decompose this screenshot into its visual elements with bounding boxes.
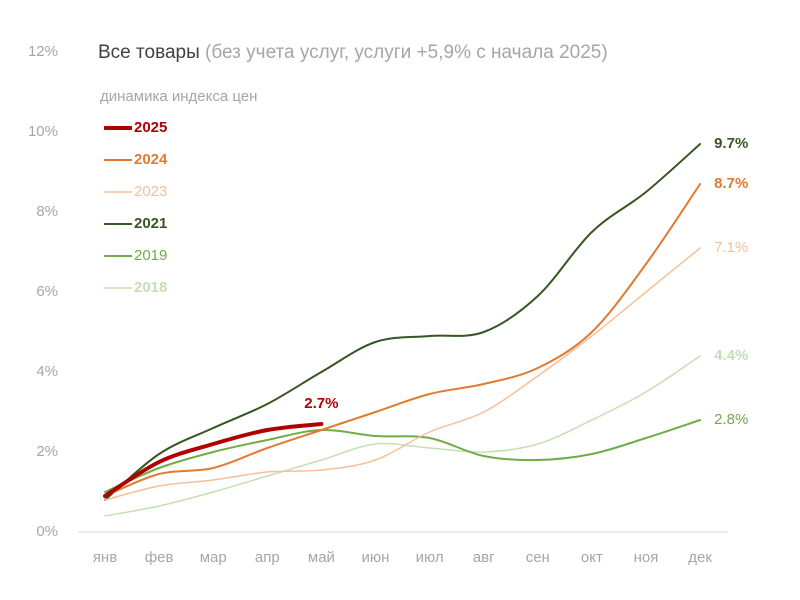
y-tick-label: 2% — [36, 443, 58, 460]
x-tick-label: фев — [145, 549, 174, 566]
series-line — [104, 143, 702, 501]
x-tick-label: июн — [362, 549, 390, 566]
data-label: 4.4% — [714, 347, 748, 364]
x-tick-label: апр — [255, 549, 280, 566]
x-tick-label: ноя — [634, 549, 659, 566]
data-label: 2.8% — [714, 411, 748, 428]
x-tick-label: сен — [526, 549, 550, 566]
legend-label: 2024 — [134, 151, 168, 168]
series-line — [104, 247, 701, 501]
x-tick-label: мар — [200, 549, 227, 566]
title-note: (без учета услуг, услуги +5,9% с начала … — [205, 42, 608, 63]
y-tick-label: 0% — [36, 523, 58, 540]
legend-label: 2021 — [134, 215, 167, 232]
data-label: 7.1% — [714, 239, 748, 256]
x-tick-label: янв — [93, 549, 117, 566]
subtitle: динамика индекса цен — [100, 88, 257, 105]
series-line — [104, 419, 702, 493]
y-tick-label: 12% — [28, 43, 58, 60]
legend-label: 2018 — [134, 279, 167, 296]
y-tick-label: 10% — [28, 123, 58, 140]
x-tick-label: дек — [688, 549, 712, 566]
x-tick-label: авг — [473, 549, 495, 566]
data-label: 9.7% — [714, 135, 748, 152]
title-main: Все товары — [98, 42, 200, 63]
data-label: 8.7% — [714, 175, 748, 192]
chart-title: Все товары (без учета услуг, услуги +5,9… — [98, 42, 608, 63]
legend-label: 2023 — [134, 183, 167, 200]
legend-label: 2019 — [134, 247, 167, 264]
y-tick-label: 6% — [36, 283, 58, 300]
series-line — [104, 183, 702, 497]
x-tick-label: май — [308, 549, 335, 566]
data-label: 2.7% — [304, 395, 338, 412]
y-tick-label: 8% — [36, 203, 58, 220]
legend-label: 2025 — [134, 119, 167, 136]
x-tick-label: июл — [416, 549, 444, 566]
series-line — [103, 422, 324, 498]
y-tick-label: 4% — [36, 363, 58, 380]
x-tick-label: окт — [581, 549, 603, 566]
